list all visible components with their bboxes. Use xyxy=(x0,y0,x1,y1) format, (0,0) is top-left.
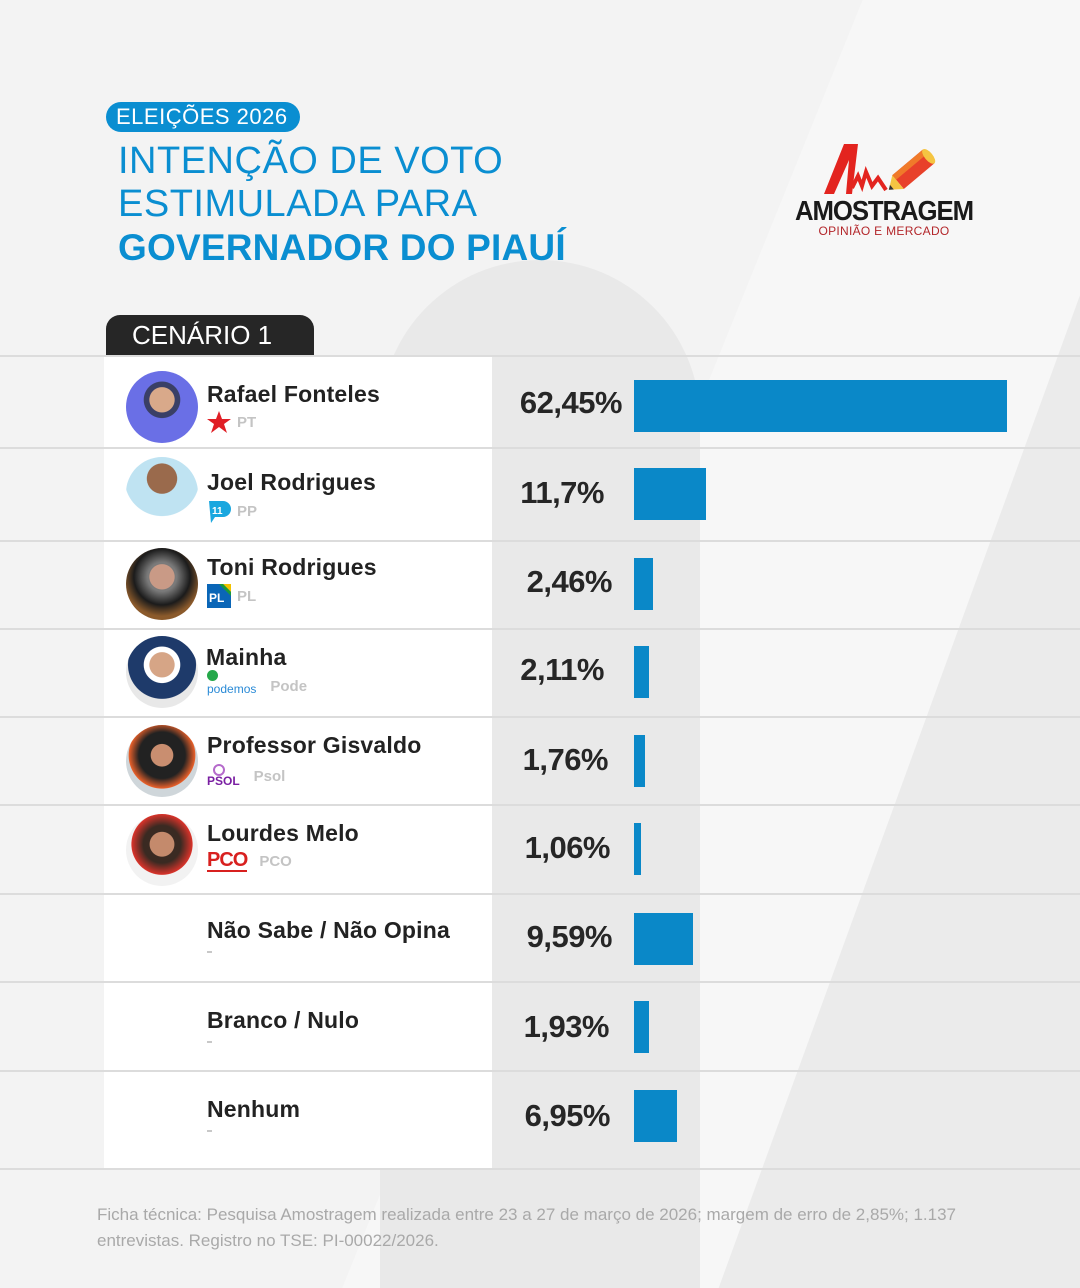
party-label: PT xyxy=(237,413,257,431)
percentage: 1,76% xyxy=(522,742,609,777)
bar xyxy=(634,913,693,965)
table-row: Toni Rodrigues PL PL 2,46% xyxy=(0,540,1080,628)
technical-note: Ficha técnica: Pesquisa Amostragem reali… xyxy=(97,1205,956,1250)
bar xyxy=(634,1090,677,1142)
candidate-name: Professor Gisvaldo xyxy=(207,732,422,758)
percentage: 1,93% xyxy=(523,1009,610,1044)
logo-mark-icon xyxy=(786,140,982,196)
title-line-1: INTENÇÃO DE VOTO xyxy=(118,140,504,182)
bar xyxy=(634,558,653,610)
option-name: Branco / Nulo xyxy=(207,1007,360,1033)
party-label: PCO xyxy=(259,852,292,870)
option-name: Nenhum xyxy=(207,1096,301,1122)
party: PSOL Psol xyxy=(207,764,285,788)
bar xyxy=(634,380,1007,432)
pl-logo-icon: PL xyxy=(207,584,231,608)
avatar-toni-rodrigues xyxy=(126,548,198,620)
party: 11 PP xyxy=(207,499,257,523)
elections-badge: ELEIÇÕES 2026 xyxy=(106,102,300,132)
pt-star-icon xyxy=(207,411,231,433)
logo-tagline: OPINIÃO E MERCADO xyxy=(818,224,950,238)
table-row: Joel Rodrigues 11 PP 11,7% xyxy=(0,447,1080,540)
party-placeholder xyxy=(207,1130,212,1132)
bar xyxy=(634,823,641,875)
percentage: 62,45% xyxy=(519,385,623,420)
candidate-name: Joel Rodrigues xyxy=(207,469,376,495)
avatar-rafael-fonteles xyxy=(126,371,198,443)
option-name: Não Sabe / Não Opina xyxy=(207,917,450,943)
party-label: PL xyxy=(237,587,257,605)
title-line-2: ESTIMULADA PARA xyxy=(118,183,478,225)
scenario-tab: CENÁRIO 1 xyxy=(106,315,314,355)
party-placeholder xyxy=(207,951,212,953)
bar xyxy=(634,646,649,698)
avatar-joel-rodrigues xyxy=(126,457,198,529)
party-label: Psol xyxy=(253,767,286,785)
avatar-mainha xyxy=(126,636,198,708)
svg-text:PL: PL xyxy=(209,591,224,605)
percentage: 11,7% xyxy=(520,475,604,510)
pp-11-icon: 11 xyxy=(209,501,231,523)
avatar-lourdes-melo xyxy=(126,814,198,886)
svg-text:11: 11 xyxy=(212,506,223,517)
candidate-name: Rafael Fonteles xyxy=(207,381,380,407)
header: ELEIÇÕES 2026 INTENÇÃO DE VOTO ESTIMULAD… xyxy=(106,102,566,269)
podemos-logo-icon: podemos xyxy=(207,670,256,696)
candidate-name: Lourdes Melo xyxy=(207,820,359,846)
table-row: Branco / Nulo 1,93% xyxy=(0,981,1080,1070)
table-row: Rafael Fonteles PT 62,45% xyxy=(0,355,1080,447)
percentage: 1,06% xyxy=(524,830,611,865)
pco-logo-icon: PCO xyxy=(207,849,248,872)
party-label: Pode xyxy=(270,677,308,695)
candidate-name: Toni Rodrigues xyxy=(207,554,377,580)
table-row: Não Sabe / Não Opina 9,59% xyxy=(0,893,1080,981)
table-row: Mainha podemos Pode 2,11% xyxy=(0,628,1080,716)
party-label: PP xyxy=(237,502,258,520)
party: podemos Pode xyxy=(207,670,308,696)
bar xyxy=(634,1001,649,1053)
logo-name: AMOSTRAGEM xyxy=(795,195,974,226)
table-row: Professor Gisvaldo PSOL Psol 1,76% xyxy=(0,716,1080,804)
party: PCO PCO xyxy=(207,850,292,872)
psol-logo-icon: PSOL xyxy=(207,764,240,788)
candidate-name: Mainha xyxy=(206,644,287,670)
title-line-3: GOVERNADOR DO PIAUÍ xyxy=(118,227,566,268)
bar xyxy=(634,735,645,787)
percentage: 2,46% xyxy=(526,564,613,599)
amostragem-logo: AMOSTRAGEM OPINIÃO E MERCADO xyxy=(786,140,982,238)
bar xyxy=(634,468,706,520)
party-placeholder xyxy=(207,1041,212,1043)
results-table: Rafael Fonteles PT 62,45% Joel Rodrigues… xyxy=(0,355,1080,1170)
percentage: 9,59% xyxy=(526,919,613,954)
percentage: 6,95% xyxy=(524,1098,611,1133)
table-row: Nenhum 6,95% xyxy=(0,1070,1080,1170)
table-row: Lourdes Melo PCO PCO 1,06% xyxy=(0,804,1080,893)
avatar-professor-gisvaldo xyxy=(126,725,198,797)
party: PL PL xyxy=(207,584,256,608)
percentage: 2,11% xyxy=(520,652,604,687)
party: PT xyxy=(207,411,256,433)
